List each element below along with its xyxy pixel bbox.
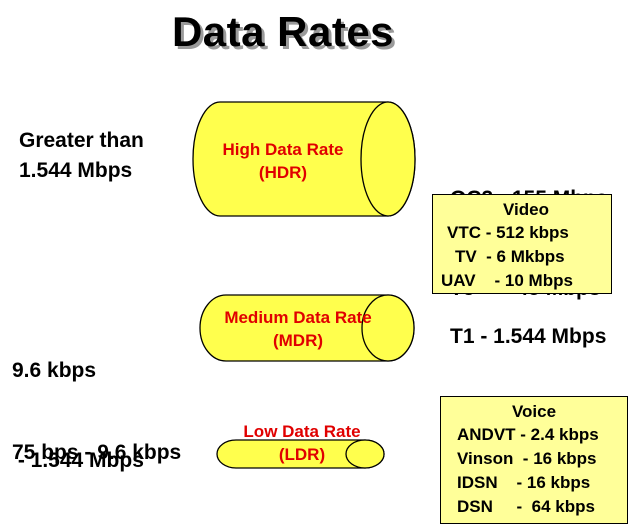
voice-line: Vinson - 16 kbps [457, 449, 597, 468]
ldr-name: Low Data Rate [243, 422, 361, 441]
video-line: VTC - 512 kbps [447, 223, 569, 242]
mdr-range-line: 9.6 kbps [12, 359, 97, 382]
ldr-label: Low Data Rate (LDR) [222, 420, 382, 466]
ldr-abbr: (LDR) [278, 445, 326, 464]
hdr-range-line: Greater than [19, 129, 144, 152]
mdr-range-line: - 1.544 Mbps [12, 449, 144, 472]
ldr-cylinder [216, 439, 385, 469]
hdr-range: Greater than 1.544 Mbps [19, 126, 144, 186]
voice-line: ANDVT - 2.4 kbps [457, 425, 599, 444]
mdr-range: 9.6 kbps - 1.544 Mbps [12, 296, 144, 506]
mdr-examples: T1 - 1.544 Mbps [450, 322, 606, 352]
ldr-range-line: 75 bps - 9.6 kbps [12, 441, 182, 464]
hdr-abbr: (HDR) [258, 163, 308, 182]
voice-heading: Voice [511, 402, 557, 421]
mdr-example: T1 - 1.544 Mbps [450, 325, 607, 348]
video-line: UAV - 10 Mbps [441, 271, 573, 290]
hdr-range-line: 1.544 Mbps [19, 159, 133, 182]
voice-line: IDSN - 16 kbps [457, 473, 591, 492]
mdr-name: Medium Data Rate [224, 308, 372, 327]
mdr-label: Medium Data Rate (MDR) [200, 306, 396, 352]
hdr-cylinder [192, 101, 416, 217]
voice-line: DSN - 64 kbps [457, 497, 595, 516]
hdr-label: High Data Rate (HDR) [200, 138, 366, 184]
page-title: Data Rates [171, 8, 395, 55]
mdr-cylinder [199, 294, 415, 362]
video-box: Video VTC - 512 kbps TV - 6 Mkbps UAV - … [432, 194, 612, 294]
mdr-abbr: (MDR) [272, 331, 324, 350]
voice-box: Voice ANDVT - 2.4 kbps Vinson - 16 kbps … [440, 396, 628, 524]
ldr-range: 75 bps - 9.6 kbps [12, 438, 181, 468]
hdr-name: High Data Rate [222, 140, 344, 159]
video-line: TV - 6 Mkbps [455, 247, 565, 266]
video-heading: Video [503, 200, 549, 219]
